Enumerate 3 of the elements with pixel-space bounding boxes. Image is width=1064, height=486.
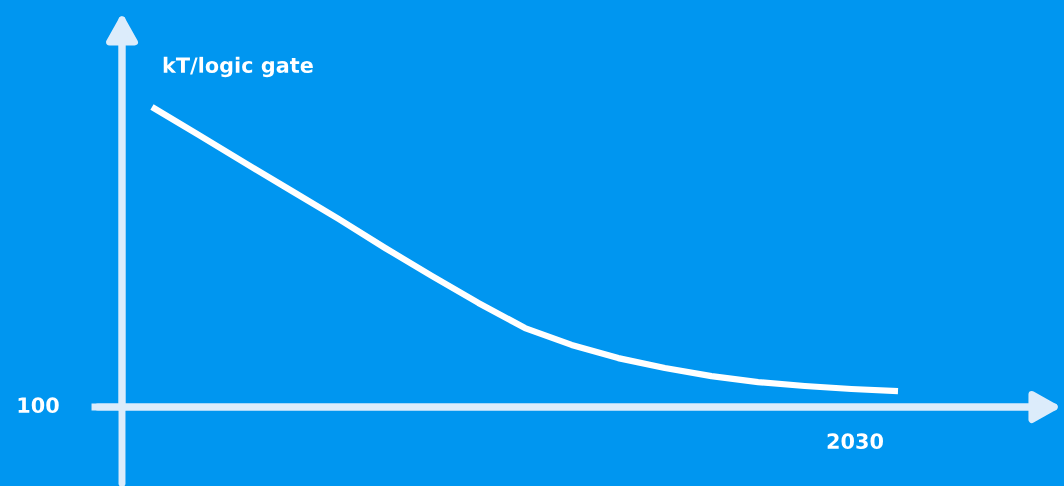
y-axis-title: kT/logic gate (163, 56, 313, 78)
text: 2030 (827, 433, 883, 450)
text: 100 (18, 397, 59, 414)
